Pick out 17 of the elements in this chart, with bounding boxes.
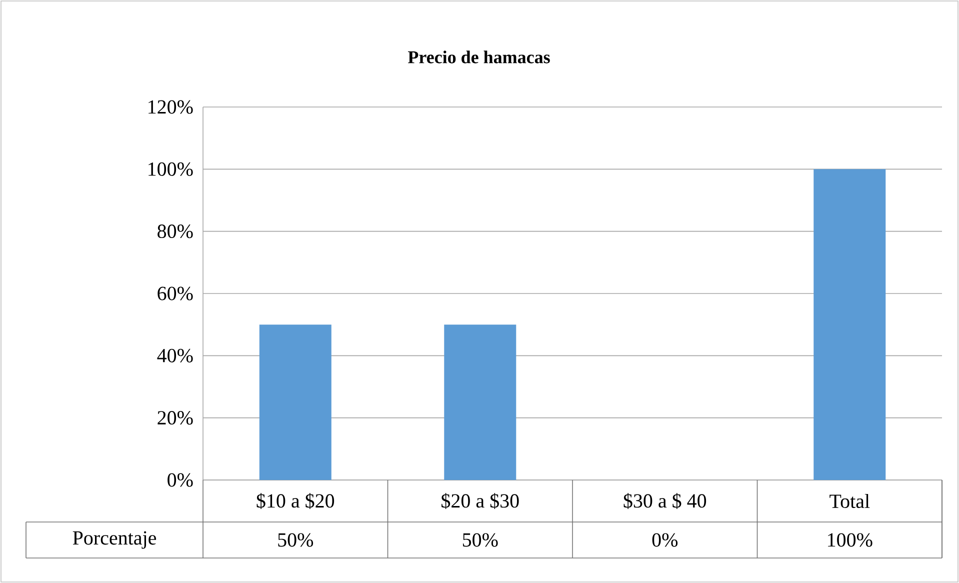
chart-title: Precio de hamacas: [408, 50, 550, 64]
text: Porcentaje: [72, 531, 156, 549]
y-tick-label: 0%: [168, 473, 193, 487]
data-label: 50%: [462, 533, 498, 547]
data-label: 0%: [652, 533, 678, 547]
data-label: 50%: [278, 533, 314, 547]
x-tick-label: Total: [830, 494, 870, 508]
x-tick-label: $30 a $ 40: [624, 492, 706, 510]
x-tick-label: $20 a $30: [442, 492, 519, 510]
y-tick-label: 80%: [158, 224, 193, 238]
y-tick-label: 120%: [148, 100, 193, 114]
y-tick-label: 100%: [148, 162, 193, 176]
data-label: 100%: [828, 533, 872, 547]
x-tick-label: $10 a $20: [256, 492, 334, 510]
y-tick-label: 40%: [157, 348, 193, 362]
y-tick-label: 60%: [158, 286, 193, 300]
y-tick-label: 20%: [158, 411, 193, 425]
